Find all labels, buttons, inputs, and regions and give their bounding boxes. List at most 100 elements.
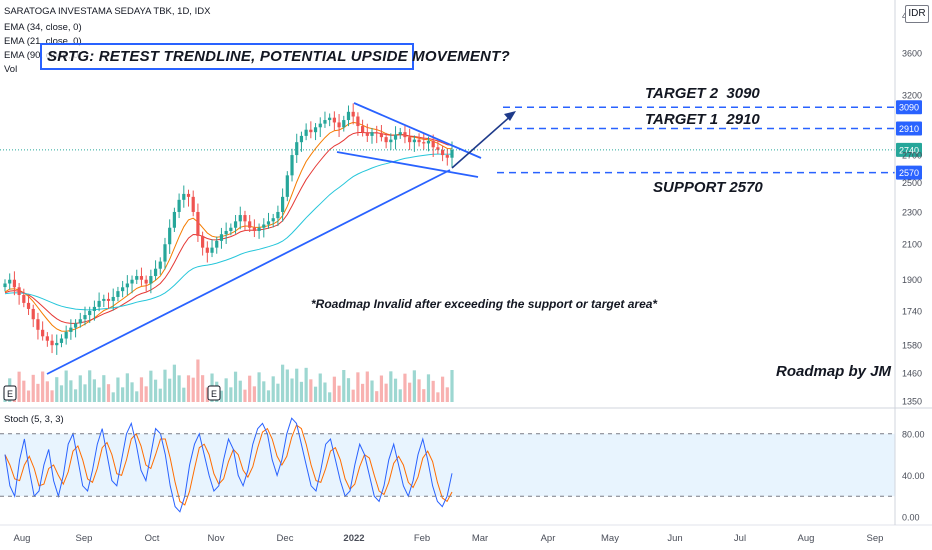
price-tag	[896, 100, 922, 115]
volume-bar	[309, 379, 313, 402]
volume-bar	[41, 371, 45, 402]
volume-legend[interactable]: Vol	[4, 64, 18, 75]
volume-bar	[73, 389, 78, 402]
volume-bar	[351, 389, 355, 402]
volume-bar	[276, 383, 280, 402]
stoch-k-line	[4, 417, 453, 513]
candle-body	[243, 215, 247, 222]
volume-bar	[313, 386, 318, 402]
volume-bar	[266, 390, 271, 402]
candles	[3, 103, 454, 355]
volume-bar	[299, 381, 304, 402]
volume-bar	[224, 378, 228, 402]
candle-body	[318, 123, 322, 128]
volume-bar	[285, 369, 289, 402]
volume-bar	[384, 383, 388, 402]
volume-bar	[323, 382, 327, 402]
candle-body	[262, 224, 266, 228]
volume-bar	[440, 376, 445, 402]
volume-bar	[149, 370, 153, 402]
volume-bar	[445, 387, 449, 402]
candle-body	[121, 287, 125, 292]
volume-bar	[50, 390, 54, 402]
candle-body	[422, 142, 426, 144]
candle-body	[309, 129, 313, 133]
lower-trendline	[336, 151, 479, 178]
candle-body	[365, 132, 369, 136]
volume-bar	[408, 382, 412, 402]
earnings-marker	[207, 385, 221, 401]
candle-body	[59, 338, 64, 343]
time-tick-label: Dec	[277, 533, 294, 544]
candle-body	[144, 279, 148, 284]
candle-body	[163, 244, 167, 262]
volume-bar	[55, 377, 59, 402]
candle-body	[78, 319, 82, 324]
volume-bar	[36, 383, 40, 402]
volume-bar	[393, 378, 398, 402]
candle-body	[281, 196, 285, 212]
stoch-legend[interactable]: Stoch (5, 3, 3)	[4, 414, 64, 425]
currency-badge[interactable]: IDR	[905, 5, 929, 23]
volume-bar	[412, 370, 416, 402]
price-tag-label: 3090	[899, 103, 919, 113]
candle-body	[356, 116, 360, 127]
candle-body	[299, 135, 304, 143]
volume-bar	[144, 386, 148, 402]
candle-body	[271, 218, 275, 222]
candle-body	[22, 295, 26, 303]
volume-bar	[201, 375, 205, 402]
candle-body	[304, 129, 308, 136]
volume-bar	[163, 369, 167, 402]
candle-body	[153, 268, 158, 277]
candle-body	[168, 227, 172, 245]
volume-bar	[69, 380, 73, 402]
annotation-title-box[interactable]: SRTG: RETEST TRENDLINE, POTENTIAL UPSIDE…	[40, 43, 510, 70]
signature: Roadmap by JM	[776, 363, 892, 380]
volume-bar	[318, 373, 322, 402]
ema-34-legend[interactable]: EMA (34, close, 0)	[4, 22, 82, 33]
candle-body	[384, 137, 388, 143]
candle-body	[172, 211, 176, 228]
time-tick-label: Mar	[472, 533, 488, 544]
volume-bar	[238, 380, 242, 402]
candle-body	[219, 234, 224, 241]
time-tick-label: Apr	[541, 533, 556, 544]
volume-bar	[365, 371, 369, 402]
candle-body	[8, 279, 12, 284]
candle-body	[177, 199, 181, 212]
volume-bar	[135, 391, 139, 402]
price-tick-label: 1580	[902, 341, 922, 351]
candle-body	[229, 227, 233, 231]
candle-body	[285, 175, 289, 197]
price-tick-label: 3600	[902, 49, 922, 59]
currency-label: IDR	[908, 8, 926, 19]
candle-body	[31, 308, 35, 320]
time-tick-label: Aug	[14, 533, 31, 544]
volume-bar	[83, 384, 87, 402]
volume-bar	[111, 392, 115, 402]
volume-bar	[361, 383, 365, 402]
volume-bar	[121, 387, 125, 402]
volume-bar	[31, 374, 35, 402]
candle-body	[186, 193, 191, 197]
time-tick-label: Sep	[867, 533, 884, 544]
projection-arrow	[451, 113, 514, 169]
volume-bar	[64, 370, 68, 402]
support-label: SUPPORT 2570	[653, 179, 763, 196]
earnings-marker-label: E	[7, 389, 13, 399]
candle-body	[191, 196, 195, 212]
time-tick-label: May	[601, 533, 619, 544]
candle-body	[426, 140, 431, 144]
candle-body	[158, 261, 162, 269]
volume-bar	[436, 392, 440, 402]
target-1-label: TARGET 1 2910	[645, 111, 760, 128]
volume-bar	[153, 379, 158, 402]
candle-body	[64, 331, 68, 339]
volume-bar	[422, 389, 426, 402]
candle-body	[337, 122, 341, 128]
volume-bar	[88, 370, 92, 402]
volume-bar	[139, 377, 144, 402]
ema-21-legend[interactable]: EMA (21, close, 0)	[4, 36, 82, 47]
